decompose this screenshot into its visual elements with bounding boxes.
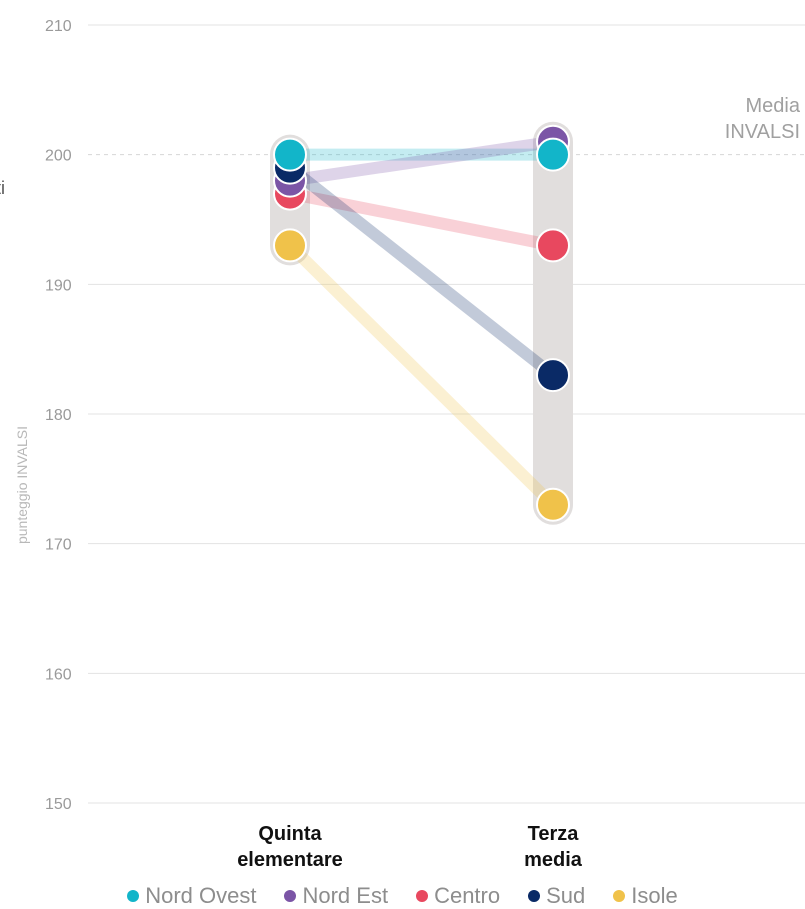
range-pill bbox=[533, 121, 573, 525]
legend-item: Centro bbox=[416, 883, 500, 909]
reference-line-label: Media bbox=[746, 95, 801, 117]
x-category-label: media bbox=[524, 849, 583, 871]
x-category-labels: Quinta elementare Terza media bbox=[237, 823, 583, 871]
y-tick-label: 150 bbox=[45, 796, 72, 813]
y-tick-label: 180 bbox=[45, 407, 72, 424]
x-category-label: Quinta bbox=[258, 823, 322, 845]
legend-label: Nord Est bbox=[302, 883, 389, 908]
y-tick-label: 210 bbox=[45, 18, 72, 35]
data-point bbox=[536, 358, 570, 393]
legend-label: Isole bbox=[631, 883, 678, 908]
legend-item: Nord Ovest bbox=[127, 883, 256, 909]
legend-item: Nord Est bbox=[284, 883, 388, 909]
data-point bbox=[273, 137, 307, 172]
reference-line-label: INVALSI bbox=[725, 121, 800, 143]
clipped-text: ti bbox=[0, 178, 5, 198]
legend-swatch bbox=[613, 890, 626, 902]
series-points bbox=[273, 124, 570, 522]
legend: Nord Ovest Nord Est Centro Sud Isole bbox=[0, 883, 805, 909]
data-point bbox=[273, 228, 307, 263]
gridlines bbox=[88, 24, 805, 804]
legend-swatch bbox=[127, 890, 140, 902]
data-point bbox=[536, 487, 570, 522]
series-lines bbox=[284, 135, 559, 511]
y-tick-labels: 150 160 170 180 190 200 210 bbox=[45, 18, 72, 813]
legend-label: Centro bbox=[434, 883, 501, 908]
legend-item: Isole bbox=[613, 883, 678, 909]
series-line bbox=[284, 239, 559, 511]
legend-label: Sud bbox=[546, 883, 586, 908]
legend-label: Nord Ovest bbox=[145, 883, 257, 908]
legend-swatch bbox=[416, 890, 429, 902]
legend-item: Sud bbox=[528, 883, 585, 909]
x-category-label: Terza bbox=[528, 823, 580, 845]
data-point bbox=[536, 137, 570, 172]
x-category-label: elementare bbox=[237, 849, 343, 871]
y-tick-label: 170 bbox=[45, 537, 72, 554]
y-tick-label: 200 bbox=[45, 148, 72, 165]
series-line bbox=[284, 161, 559, 382]
series-line bbox=[284, 135, 559, 187]
legend-swatch bbox=[528, 890, 541, 902]
legend-swatch bbox=[284, 890, 297, 902]
y-axis-label: punteggio INVALSI bbox=[14, 426, 30, 544]
y-tick-label: 190 bbox=[45, 277, 72, 294]
series-line bbox=[284, 187, 559, 252]
data-point bbox=[536, 228, 570, 263]
reference-line-group: Media INVALSI bbox=[88, 95, 805, 156]
y-tick-label: 160 bbox=[45, 666, 72, 683]
